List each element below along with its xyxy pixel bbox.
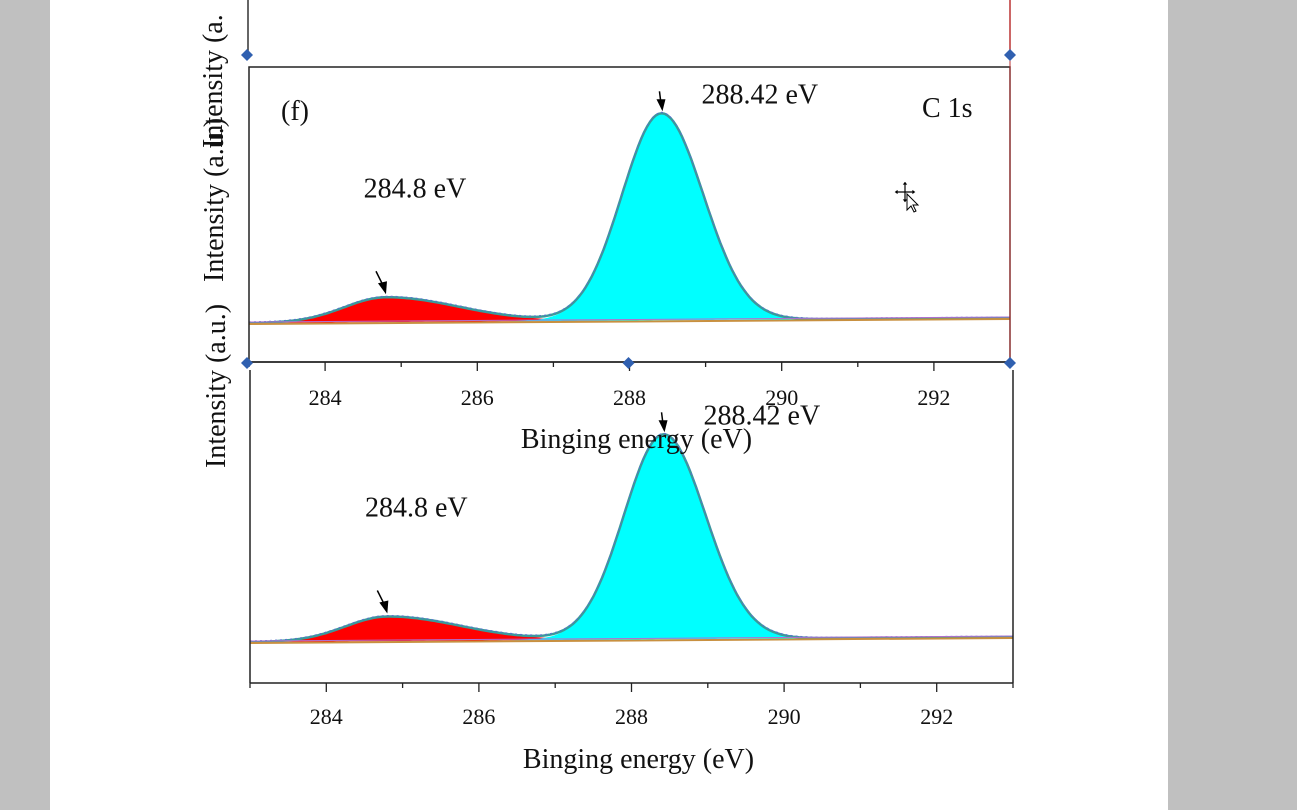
- peak-fill-2: [250, 434, 1013, 642]
- background-line: [249, 635, 1014, 642]
- x-axis-title: Binging energy (eV): [521, 424, 752, 455]
- x-tick-label: 288: [613, 385, 646, 410]
- peak-arrowhead-288: [656, 99, 666, 112]
- move-cursor-icon: [893, 180, 920, 213]
- peak-fill-2: [249, 113, 1010, 323]
- peak-arrowhead-288: [658, 420, 668, 433]
- x-tick-label: 290: [768, 704, 801, 729]
- selection-handle[interactable]: [241, 49, 253, 61]
- selection-handle[interactable]: [241, 357, 253, 369]
- element-label: C 1s: [922, 93, 973, 124]
- y-axis-title: Intensity (a.u.): [199, 118, 230, 282]
- x-tick-label: 292: [917, 385, 950, 410]
- y-axis-title: Intensity (a.u.): [201, 304, 232, 468]
- x-tick-label: 284: [309, 385, 342, 410]
- raw-data-dots: [248, 111, 1010, 323]
- partial-top-plot: Intensity (a.: [198, 0, 1011, 148]
- partial-y-axis-title: Intensity (a.: [198, 14, 229, 148]
- background-line: [248, 316, 1011, 323]
- x-tick-label: 286: [462, 704, 495, 729]
- peak-label-288: 288.42 eV: [704, 400, 821, 431]
- baseline-line: [248, 318, 1011, 325]
- peak-label-284: 284.8 eV: [364, 173, 467, 204]
- chart-selected-copy[interactable]: 284 286 288 290 292 Binging energy (eV) Intens…: [199, 0, 1016, 455]
- peak-label-284: 284.8 eV: [365, 493, 468, 524]
- peak-label-288: 288.42 eV: [701, 79, 818, 110]
- peak-arrowhead-284: [377, 281, 387, 295]
- selection-handle[interactable]: [622, 357, 635, 369]
- chart-original: 284 286 288 290 292 Binging energy (eV) Intens…: [201, 304, 1014, 775]
- x-tick-label: 292: [920, 704, 953, 729]
- x-tick-label: 286: [461, 385, 494, 410]
- selection-handle[interactable]: [1004, 357, 1016, 369]
- x-tick-label: 290: [765, 385, 798, 410]
- pointer-arrow-shape: [906, 192, 920, 213]
- baseline-line: [249, 637, 1014, 644]
- selection-handle[interactable]: [1004, 49, 1016, 61]
- x-tick-label: 284: [310, 704, 343, 729]
- panel-label: (f): [281, 96, 309, 127]
- x-tick-label: 288: [615, 704, 648, 729]
- move-arrows-shape: [893, 180, 917, 204]
- peak-arrowhead-284: [379, 600, 389, 614]
- x-axis-title: Binging energy (eV): [523, 744, 754, 775]
